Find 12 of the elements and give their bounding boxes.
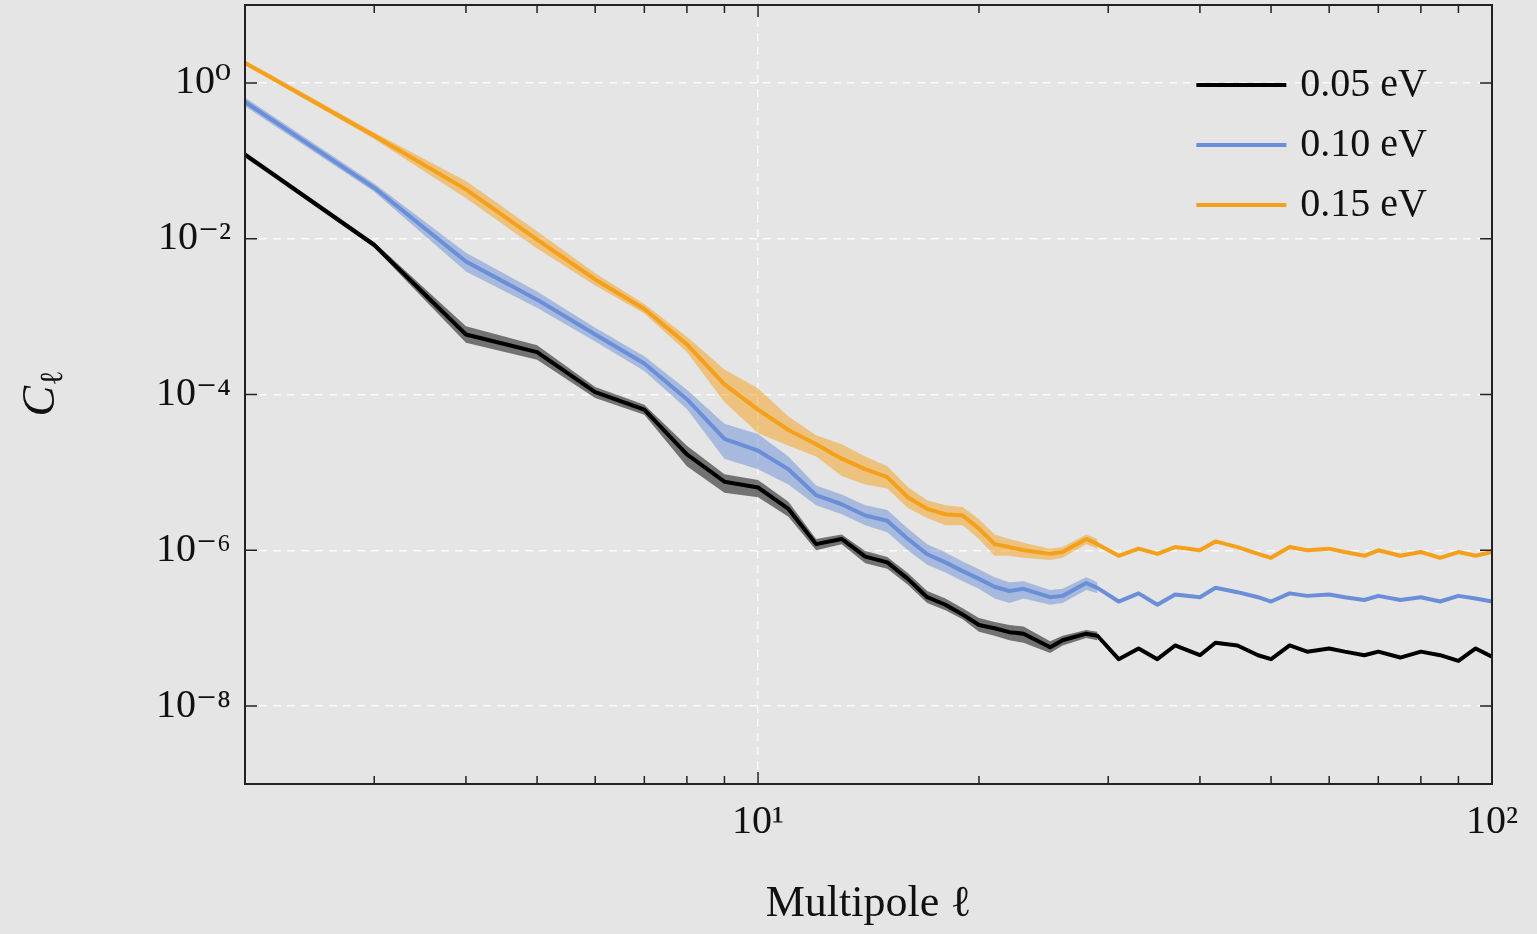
y-tick-label: 10⁻⁴ bbox=[155, 369, 231, 414]
y-tick-label: 10⁻⁶ bbox=[155, 524, 231, 570]
y-tick-label: 10⁰ bbox=[174, 57, 231, 103]
y-axis-title: Cℓ bbox=[13, 370, 69, 417]
x-axis-title: Multipole ℓ bbox=[765, 876, 972, 926]
legend-label: 0.10 eV bbox=[1300, 119, 1428, 165]
y-tick-label: 10⁻² bbox=[157, 213, 231, 259]
legend-label: 0.15 eV bbox=[1300, 179, 1428, 225]
x-tick-label: 10¹ bbox=[732, 796, 785, 842]
x-tick-label: 10² bbox=[1466, 796, 1518, 842]
y-tick-label: 10⁻⁸ bbox=[155, 680, 231, 726]
legend-label: 0.05 eV bbox=[1300, 59, 1428, 105]
